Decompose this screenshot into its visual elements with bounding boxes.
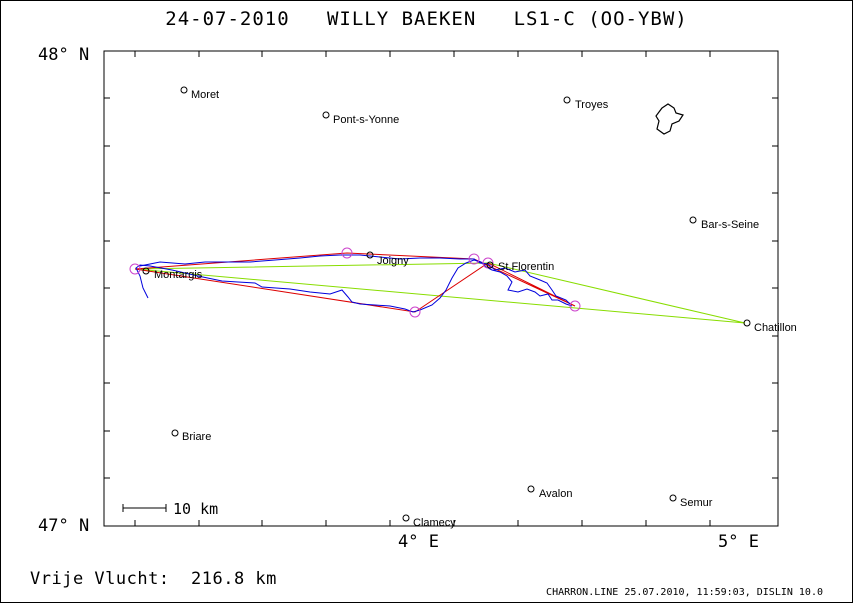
town-label-pont-s-yonne: Pont-s-Yonne bbox=[333, 114, 399, 126]
town-label-st-florentin: St.Florentin bbox=[498, 261, 554, 273]
town-markers bbox=[142, 86, 751, 522]
scale-bar bbox=[122, 504, 167, 512]
town-label-semur: Semur bbox=[680, 497, 713, 509]
town-label-avalon: Avalon bbox=[539, 488, 572, 500]
scale-label: 10 km bbox=[173, 500, 218, 518]
town-marker-bar-s-seine bbox=[689, 216, 697, 224]
town-marker-chatillon bbox=[743, 319, 751, 327]
lake-outline bbox=[655, 103, 684, 135]
town-marker-joigny bbox=[366, 251, 374, 259]
town-marker-troyes bbox=[563, 96, 571, 104]
turnpoints bbox=[129, 247, 581, 318]
town-label-joigny: Joigny bbox=[377, 255, 409, 267]
town-marker-st-florentin bbox=[486, 261, 494, 269]
town-marker-briare bbox=[171, 429, 179, 437]
flown-task-line bbox=[134, 252, 576, 313]
footer-credit: CHARRON.LINE 25.07.2010, 11:59:03, DISLI… bbox=[546, 587, 823, 598]
lon-label-5: 5° E bbox=[718, 532, 759, 552]
turnpoint-start bbox=[129, 263, 141, 275]
town-label-montargis: Montargis bbox=[154, 269, 203, 281]
town-label-chatillon: Chatillon bbox=[754, 322, 797, 334]
town-label-bar-s-seine: Bar-s-Seine bbox=[701, 219, 759, 231]
town-label-moret: Moret bbox=[191, 89, 219, 101]
lat-top-label: 48° N bbox=[38, 45, 89, 65]
town-marker-moret bbox=[180, 86, 188, 94]
tick-marks bbox=[104, 51, 778, 526]
town-marker-clamecy bbox=[402, 514, 410, 522]
lon-label-4: 4° E bbox=[398, 532, 439, 552]
free-flight-distance: Vrije Vlucht: 216.8 km bbox=[30, 569, 277, 589]
gps-track-outbound bbox=[139, 254, 571, 305]
turnpoint-3 bbox=[482, 257, 494, 269]
turnpoint-2 bbox=[468, 253, 480, 265]
turnpoint-5 bbox=[409, 306, 421, 318]
town-label-briare: Briare bbox=[182, 431, 211, 443]
lat-bottom-label: 47° N bbox=[38, 516, 89, 536]
declared-task-line bbox=[134, 262, 746, 324]
town-label-troyes: Troyes bbox=[575, 99, 609, 111]
turnpoint-1 bbox=[341, 247, 353, 259]
town-marker-semur bbox=[669, 494, 677, 502]
town-marker-avalon bbox=[527, 485, 535, 493]
map-title: 24-07-2010 WILLY BAEKEN LS1-C (OO-YBW) bbox=[165, 8, 688, 30]
town-marker-pont-s-yonne bbox=[322, 111, 330, 119]
town-label-clamecy: Clamecy bbox=[413, 517, 456, 529]
town-marker-montargis bbox=[142, 267, 150, 275]
turnpoint-4 bbox=[569, 300, 581, 312]
